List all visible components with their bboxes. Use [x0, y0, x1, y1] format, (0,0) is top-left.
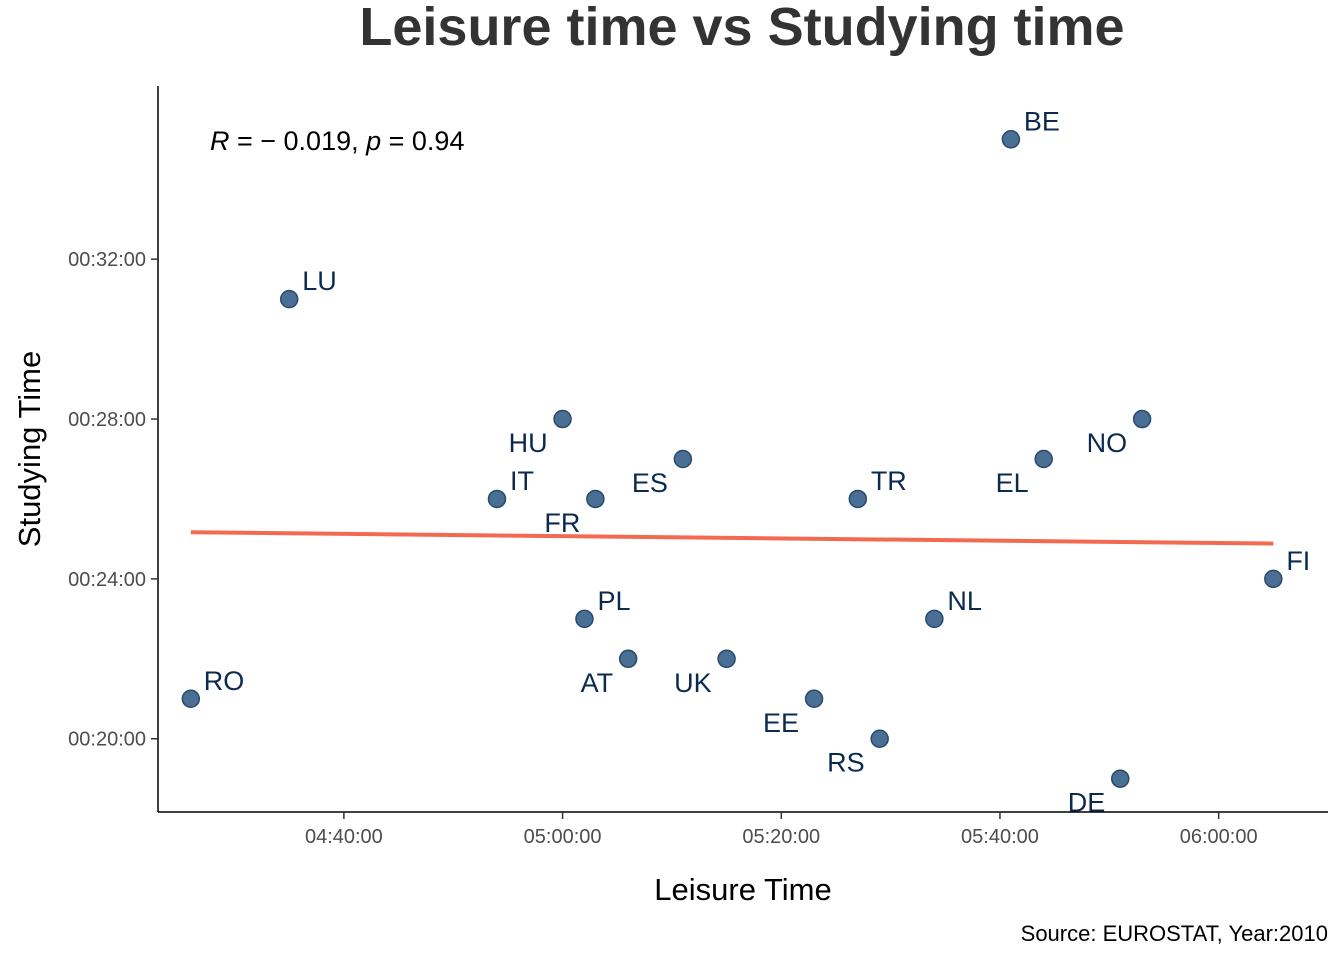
point-pl	[575, 609, 594, 629]
correlation-annotation: R = − 0.019, p = 0.94	[210, 126, 464, 156]
point-label-hu: HU	[509, 428, 548, 458]
source-caption: Source: EUROSTAT, Year:2010	[1021, 921, 1328, 946]
y-tick-label: 00:20:00	[68, 729, 146, 751]
x-tick-label: 04:40:00	[305, 826, 383, 848]
point-be	[1001, 130, 1021, 149]
point-label-el: EL	[996, 468, 1029, 498]
axis-ticks: 04:40:00 05:00:00 05:20:00 05:40:00 06:00:00…	[68, 249, 1257, 848]
point-fi	[1264, 569, 1283, 589]
point-label-be: BE	[1024, 106, 1060, 136]
y-tick-label: 00:32:00	[68, 249, 146, 271]
point-es	[673, 449, 693, 469]
trend-line	[190, 530, 1274, 546]
r-value: = − 0.019,	[230, 126, 367, 156]
trend-line-group	[190, 530, 1274, 546]
point-label-uk: UK	[674, 668, 712, 698]
y-axis-title: Studying Time	[12, 351, 47, 547]
point-label-it: IT	[510, 466, 534, 496]
point-label-pl: PL	[597, 586, 630, 616]
point-label-tr: TR	[871, 466, 907, 496]
point-el	[1034, 449, 1053, 469]
point-label-fi: FI	[1286, 546, 1310, 576]
point-label-ee: EE	[763, 708, 799, 738]
p-symbol: p	[365, 126, 381, 156]
p-value: = 0.94	[381, 126, 464, 156]
point-label-rs: RS	[827, 748, 865, 778]
point-nl	[925, 609, 944, 629]
chart-title: Leisure time vs Studying time	[359, 0, 1124, 57]
point-no	[1132, 409, 1152, 429]
point-ro	[181, 689, 201, 709]
point-at	[618, 649, 638, 669]
y-tick-label: 00:28:00	[68, 409, 146, 431]
point-it	[487, 489, 507, 509]
point-hu	[553, 409, 572, 429]
x-tick-label: 05:40:00	[961, 826, 1039, 848]
point-uk	[717, 649, 736, 669]
r-symbol: R	[210, 126, 230, 156]
point-label-nl: NL	[947, 586, 982, 616]
point-label-ro: RO	[204, 666, 245, 696]
point-de	[1110, 769, 1130, 788]
x-tick-label: 05:20:00	[742, 826, 820, 848]
point-fr	[586, 489, 605, 509]
point-label-lu: LU	[302, 266, 337, 296]
plot-area: 04:40:00 05:00:00 05:20:00 05:40:00 06:00:00…	[68, 86, 1328, 848]
point-label-fr: FR	[544, 508, 580, 538]
x-tick-label: 05:00:00	[524, 826, 602, 848]
point-rs	[870, 729, 889, 748]
point-label-de: DE	[1068, 788, 1106, 818]
point-label-no: NO	[1087, 428, 1128, 458]
data-points: RO LU IT HU PL FR AT ES UK EE TR RS NL BE EL DE NO FI	[181, 106, 1310, 818]
point-lu	[279, 289, 299, 309]
point-ee	[804, 689, 824, 709]
point-label-es: ES	[632, 468, 668, 498]
y-tick-label: 00:24:00	[68, 569, 146, 591]
point-tr	[848, 489, 868, 509]
x-axis-title: Leisure Time	[654, 872, 831, 907]
x-tick-label: 06:00:00	[1180, 826, 1258, 848]
point-label-at: AT	[581, 668, 614, 698]
